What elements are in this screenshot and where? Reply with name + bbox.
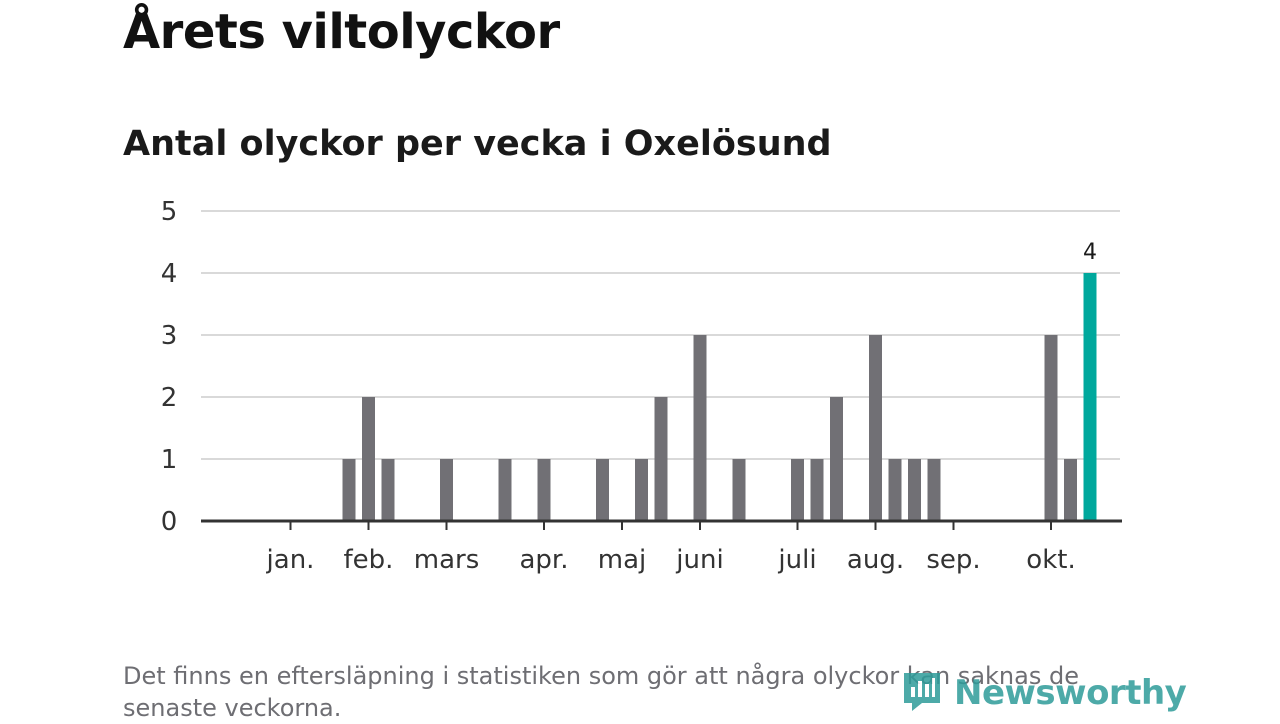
bar <box>596 459 609 521</box>
bar <box>440 459 453 521</box>
y-axis-ticks: 0 1 2 3 4 5 <box>161 197 178 537</box>
bars <box>342 273 1097 521</box>
bar <box>342 459 356 521</box>
y-tick-label: 5 <box>161 197 178 227</box>
bar-chart: 0 1 2 3 4 5 jan. feb. mars apr. maj juni juli aug. se… <box>161 197 1122 575</box>
x-tick-label: apr. <box>519 545 568 575</box>
bar <box>381 459 395 521</box>
y-tick-label: 0 <box>161 507 178 537</box>
chart-title: Årets viltolyckor <box>123 4 560 60</box>
bar-highlight <box>1083 273 1097 521</box>
data-labels: 4 <box>1083 240 1097 265</box>
data-label: 4 <box>1083 240 1097 265</box>
bar <box>888 459 902 521</box>
x-tick-label: aug. <box>847 545 904 575</box>
x-tick-label: mars <box>414 545 480 575</box>
bar <box>498 459 512 521</box>
bar <box>732 459 746 521</box>
bar <box>908 459 921 521</box>
x-tick-label: feb. <box>344 545 394 575</box>
x-tick-label: maj <box>598 545 646 575</box>
newsworthy-logo-icon <box>900 669 944 717</box>
y-tick-label: 1 <box>161 445 178 475</box>
bar <box>927 459 941 521</box>
bar <box>830 397 843 521</box>
x-tick-label: okt. <box>1026 545 1075 575</box>
bar <box>362 397 375 521</box>
bar <box>635 459 648 521</box>
x-tick-label: sep. <box>926 545 980 575</box>
y-tick-label: 3 <box>161 321 178 351</box>
bar <box>1044 335 1058 521</box>
x-tick-label: jan. <box>266 545 315 575</box>
bar <box>654 397 668 521</box>
y-tick-label: 2 <box>161 383 178 413</box>
bar <box>537 459 551 521</box>
brand-logo[interactable]: Newsworthy <box>900 668 1187 718</box>
bar <box>1064 459 1077 521</box>
x-tick-label: juni <box>675 545 723 575</box>
brand-name: Newsworthy <box>954 673 1187 713</box>
bar <box>869 335 882 521</box>
bar <box>693 335 707 521</box>
y-tick-label: 4 <box>161 259 178 289</box>
x-tick-label: juli <box>777 545 816 575</box>
bar <box>810 459 824 521</box>
bar <box>791 459 804 521</box>
x-axis-ticks: jan. feb. mars apr. maj juni juli aug. sep. okt. <box>266 521 1076 575</box>
chart-subtitle: Antal olyckor per vecka i Oxelösund <box>123 124 832 164</box>
